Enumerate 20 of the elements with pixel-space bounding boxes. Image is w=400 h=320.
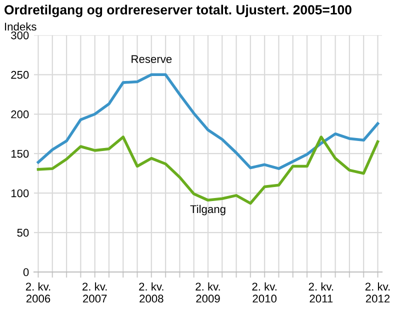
y-tick-label: 50 bbox=[17, 228, 29, 237]
x-tick-label: 2. kv. 2012 bbox=[365, 282, 390, 303]
line-series bbox=[36, 73, 380, 170]
x-tick-label: 2. kv. 2010 bbox=[252, 282, 277, 303]
line-series bbox=[36, 136, 380, 205]
series-label: Reserve bbox=[132, 55, 172, 63]
y-tick-label: 300 bbox=[11, 31, 29, 40]
y-axis-title: Indeks bbox=[5, 22, 36, 31]
y-tick-label: 150 bbox=[11, 150, 29, 158]
y-tick-label: 250 bbox=[11, 70, 29, 79]
y-tick-label: 100 bbox=[11, 189, 29, 198]
y-tick-label: 200 bbox=[11, 110, 29, 118]
x-tick-label: 2. kv. 2007 bbox=[82, 282, 107, 303]
y-tick-label: 0 bbox=[23, 268, 29, 276]
x-tick-label: 2. kv. 2009 bbox=[196, 282, 220, 303]
series-label: Tilgang bbox=[190, 204, 226, 216]
chart-title: Ordretilgang og ordrereserver totalt. Ujustert. 2005=100 bbox=[4, 4, 352, 18]
x-tick-label: 2. kv. 2006 bbox=[26, 282, 50, 303]
x-tick-label: 2. kv. 2008 bbox=[139, 282, 164, 303]
x-tick-label: 2. kv. 2011 bbox=[308, 282, 334, 303]
